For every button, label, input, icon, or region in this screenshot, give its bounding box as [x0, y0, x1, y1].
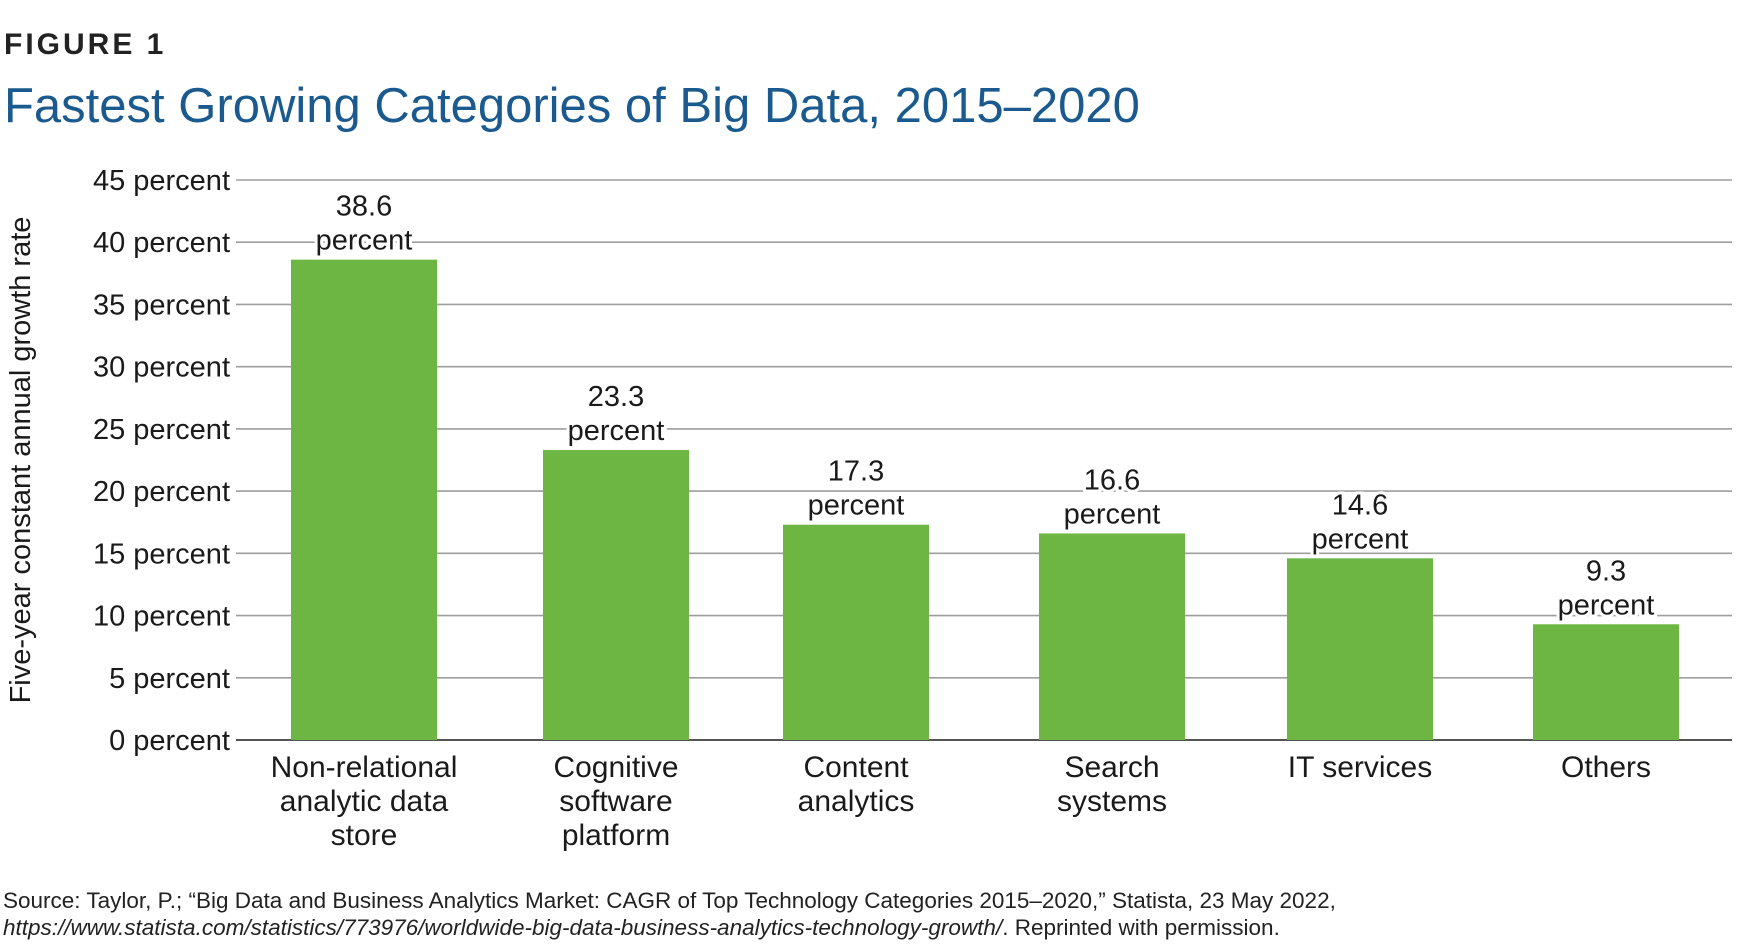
x-tick-label-6: Others: [1561, 751, 1651, 784]
x-tick-label-line: Cognitive: [553, 751, 678, 784]
data-label-line: percent: [1064, 498, 1161, 530]
x-tick-label-line: Search: [1064, 751, 1159, 784]
y-tick-label-40: 40 percent: [93, 227, 230, 259]
x-tick-label-4: Search systems: [1057, 751, 1167, 818]
bar-3: [783, 524, 929, 740]
bar-4: [1039, 533, 1185, 740]
data-label-line: 23.3: [588, 381, 644, 413]
y-tick-label-45: 45 percent: [93, 165, 230, 197]
x-tick-label-line: analytics: [798, 785, 915, 818]
source-url[interactable]: https://www.statista.com/statistics/7739…: [3, 915, 1003, 940]
x-tick-label-line: platform: [562, 819, 670, 852]
x-tick-label-2: Cognitive software platform: [553, 751, 678, 852]
bar-1: [291, 259, 437, 740]
bar-5: [1287, 558, 1433, 740]
y-tick-label-30: 30 percent: [93, 352, 230, 384]
y-tick-label-20: 20 percent: [93, 476, 230, 508]
data-label-1: 38.6 percent: [316, 191, 413, 257]
data-label-line: percent: [316, 225, 413, 257]
x-axis-ticks: Non-relational analytic data store Cognitiv…: [271, 751, 1651, 852]
source-note: Source: Taylor, P.; “Big Data and Busine…: [3, 887, 1336, 941]
bar-6: [1533, 624, 1679, 740]
x-tick-label-line: analytic data: [280, 785, 449, 818]
data-label-line: 38.6: [336, 191, 392, 223]
data-label-line: percent: [808, 490, 905, 522]
data-label-6: 9.3 percent: [1558, 555, 1655, 621]
figure-label: FIGURE 1: [4, 28, 167, 61]
data-label-line: percent: [1312, 523, 1409, 555]
x-tick-label-1: Non-relational analytic data store: [271, 751, 458, 852]
y-tick-label-25: 25 percent: [93, 414, 230, 446]
data-label-5: 14.6 percent: [1312, 489, 1409, 555]
x-tick-label-line: store: [331, 819, 398, 852]
data-label-line: 14.6: [1332, 489, 1388, 521]
data-label-line: percent: [1558, 589, 1655, 621]
data-label-line: 9.3: [1586, 555, 1626, 587]
y-tick-label-5: 5 percent: [109, 663, 230, 695]
data-label-line: 16.6: [1084, 464, 1140, 496]
bars: [291, 259, 1679, 740]
data-label-2: 23.3 percent: [568, 381, 665, 447]
y-tick-label-35: 35 percent: [93, 289, 230, 321]
data-label-line: percent: [568, 415, 665, 447]
x-tick-label-3: Content analytics: [798, 751, 915, 818]
x-tick-label-line: Non-relational: [271, 751, 458, 784]
x-tick-label-line: IT services: [1288, 751, 1432, 784]
x-tick-label-line: software: [559, 785, 672, 818]
data-label-4: 16.6 percent: [1064, 464, 1161, 530]
data-label-line: 17.3: [828, 456, 884, 488]
source-line-1: Source: Taylor, P.; “Big Data and Busine…: [3, 888, 1336, 913]
y-tick-label-15: 15 percent: [93, 538, 230, 570]
bar-2: [543, 450, 689, 740]
source-line-2: https://www.statista.com/statistics/7739…: [3, 914, 1336, 941]
y-tick-label-10: 10 percent: [93, 601, 230, 633]
y-tick-label-0: 0 percent: [109, 725, 230, 757]
x-tick-label-line: Content: [803, 751, 909, 784]
y-axis-ticks: 0 percent 5 percent 10 percent 15 percent 20…: [93, 165, 230, 757]
chart-title: Fastest Growing Categories of Big Data, …: [4, 79, 1140, 133]
x-tick-label-line: Others: [1561, 751, 1651, 784]
source-suffix: . Reprinted with permission.: [1002, 915, 1280, 940]
x-tick-label-line: systems: [1057, 785, 1167, 818]
data-label-3: 17.3 percent: [808, 456, 905, 522]
gridlines: [236, 179, 1732, 741]
y-axis-label: Five-year constant annual growth rate: [5, 217, 37, 704]
x-tick-label-5: IT services: [1288, 751, 1432, 784]
